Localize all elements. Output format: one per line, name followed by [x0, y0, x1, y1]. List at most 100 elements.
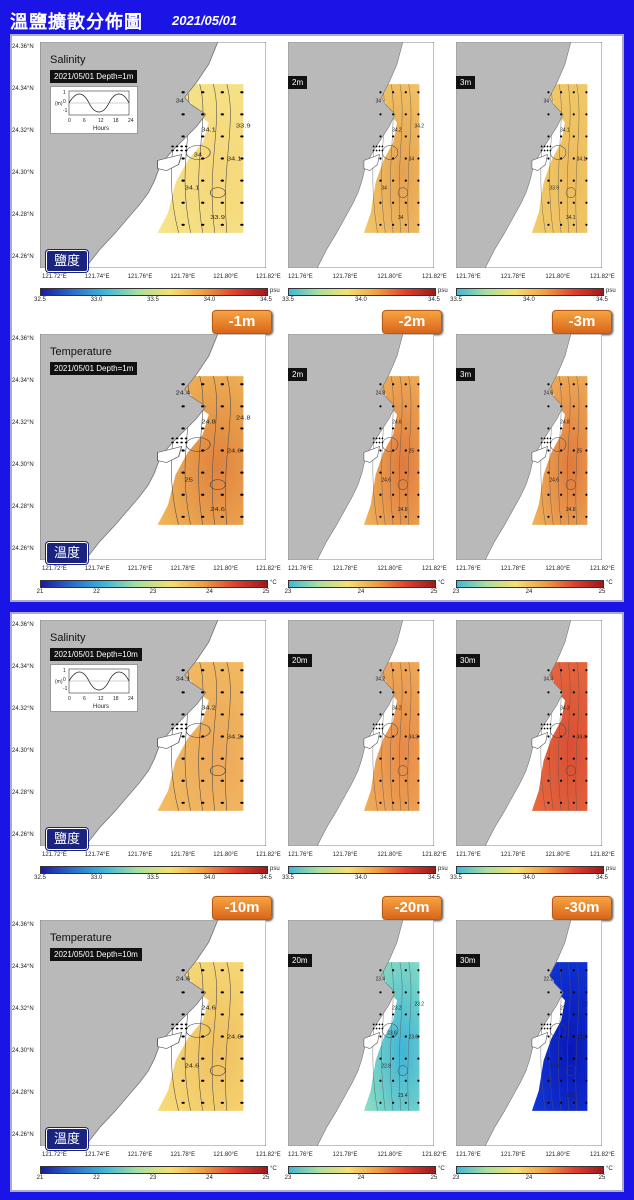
lon-tick: 121.76°E: [288, 566, 313, 572]
colorbar-tick: 34.5: [596, 297, 608, 303]
colorbar-tick: 33.5: [450, 875, 462, 881]
lon-tick: 121.72°E: [42, 274, 67, 280]
station-point: [417, 179, 420, 182]
station-point: [392, 757, 395, 760]
station-point: [392, 471, 395, 474]
station-point: [220, 91, 224, 94]
station-point: [572, 669, 575, 672]
station-point: [572, 383, 575, 386]
contour-label: 24.8: [201, 419, 216, 424]
contour-label: 33.9: [210, 215, 225, 220]
lon-tick: 121.82°E: [256, 1152, 281, 1158]
tide-xtick: 18: [113, 118, 119, 124]
lat-tick: 24.28°N: [12, 504, 34, 510]
station-point: [417, 1057, 420, 1060]
station-point: [417, 691, 420, 694]
station-point: [560, 713, 563, 716]
colorbar-tick: 23: [284, 589, 292, 595]
lat-tick: 24.26°N: [12, 1132, 34, 1138]
depth-date-label: 2021/05/01 Depth=1m: [50, 362, 138, 375]
lon-tick: 121.76°E: [456, 1152, 481, 1158]
contour-label: 34.1: [577, 156, 587, 162]
station-point: [240, 969, 244, 972]
lon-tick: 121.76°E: [127, 274, 153, 280]
colorbar-tick: 33.0: [90, 297, 103, 303]
colorbar-tick: 33.5: [282, 297, 294, 303]
colorbar-tick: 25: [262, 1175, 270, 1181]
station-point: [181, 427, 185, 430]
land-mass: [40, 334, 219, 560]
contour-label: 25: [409, 448, 415, 454]
depth-tag: 30m: [456, 654, 480, 667]
station-point: [585, 1013, 588, 1016]
station-point: [240, 691, 244, 694]
tide-xtick: 24: [128, 696, 134, 702]
contour-label: 25: [185, 478, 194, 483]
contour-label: 22.6: [577, 1034, 587, 1040]
station-point: [417, 223, 420, 226]
contour-label: 22: [583, 1001, 589, 1007]
temperature-type-tag: 溫度: [46, 542, 88, 564]
map-panel: 34.2 34.2 34.3: [288, 620, 434, 846]
station-point: [560, 691, 563, 694]
station-point: [585, 1079, 588, 1082]
station-point: [220, 383, 224, 386]
station-point: [379, 991, 382, 994]
lon-tick: 121.80°E: [377, 852, 403, 858]
land-mass: [456, 920, 572, 1146]
lon-tick: 121.76°E: [288, 274, 313, 280]
station-point: [240, 1057, 244, 1060]
map-canvas: 23.4 23.2 23.6 22.8 23.4 23.2 23.8: [288, 920, 434, 1146]
station-point: [560, 91, 563, 94]
station-point: [560, 969, 563, 972]
station-point: [392, 157, 395, 160]
lat-tick: 24.36°N: [12, 44, 34, 50]
colorbar-tick: 25: [430, 589, 438, 595]
lon-tick: 121.78°E: [332, 852, 358, 858]
salinity-label: Salinity: [50, 54, 86, 66]
station-point: [547, 179, 550, 182]
colorbar-tick: 34.0: [355, 875, 367, 881]
station-point: [392, 713, 395, 716]
station-point: [379, 223, 382, 226]
station-point: [572, 691, 575, 694]
contour-label: 24.8: [398, 507, 408, 513]
station-point: [379, 91, 382, 94]
lon-tick: 121.80°E: [213, 566, 238, 572]
station-point: [220, 515, 224, 518]
colorbar-unit: psu: [606, 866, 616, 872]
colorbar-tick: 33.5: [282, 875, 294, 881]
colorbar: [40, 580, 268, 588]
station-point: [392, 801, 395, 804]
colorbar-tick: 33.5: [147, 297, 159, 303]
station-point: [240, 1101, 244, 1104]
station-point: [404, 91, 407, 94]
colorbar: [456, 866, 604, 874]
data-field: [363, 376, 420, 525]
station-point: [572, 757, 575, 760]
station-point: [181, 991, 185, 994]
land-mass: [288, 334, 404, 560]
station-point: [547, 427, 550, 430]
land-mass: [288, 920, 404, 1146]
station-point: [181, 493, 185, 496]
colorbar: [456, 288, 604, 296]
station-point: [201, 113, 205, 116]
station-point: [572, 1057, 575, 1060]
map-panel: 34 34.2 34 34 34 34.2: [288, 42, 434, 268]
station-point: [417, 471, 420, 474]
colorbar-tick: 24: [525, 589, 533, 595]
contour-label: 33.9: [549, 186, 559, 192]
station-point: [404, 801, 407, 804]
station-point: [572, 991, 575, 994]
lon-tick: 121.80°E: [377, 274, 403, 280]
station-point: [201, 991, 205, 994]
station-point: [240, 427, 244, 430]
station-point: [547, 969, 550, 972]
station-point: [547, 779, 550, 782]
station-point: [560, 1101, 563, 1104]
station-point: [585, 405, 588, 408]
station-point: [585, 201, 588, 204]
colorbar-tick: 25: [598, 589, 606, 595]
station-point: [181, 471, 185, 474]
